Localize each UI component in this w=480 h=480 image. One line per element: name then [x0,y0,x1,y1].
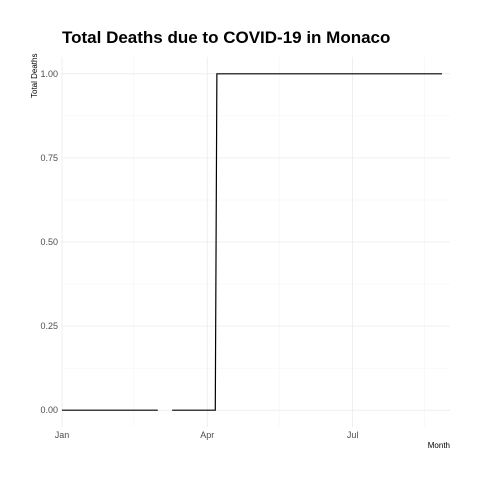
x-axis-title: Month [428,441,450,450]
y-tick-label: 0.50 [40,237,58,247]
y-axis-title: Total Deaths [30,54,39,98]
y-tick-label: 0.75 [40,153,58,163]
series-line-segment [172,73,443,411]
y-tick-label: 1.00 [40,69,58,79]
chart-title: Total Deaths due to COVID-19 in Monaco [62,28,390,47]
y-tick-label: 0.00 [40,405,58,415]
grid [61,57,450,427]
x-tick-label: Apr [200,430,214,440]
x-axis: Jan Apr Jul [55,430,359,440]
y-tick-label: 0.25 [40,321,58,331]
series-group [62,73,443,411]
x-tick-label: Jul [347,430,359,440]
x-tick-label: Jan [55,430,70,440]
y-axis: 0.00 0.25 0.50 0.75 1.00 [40,69,58,415]
